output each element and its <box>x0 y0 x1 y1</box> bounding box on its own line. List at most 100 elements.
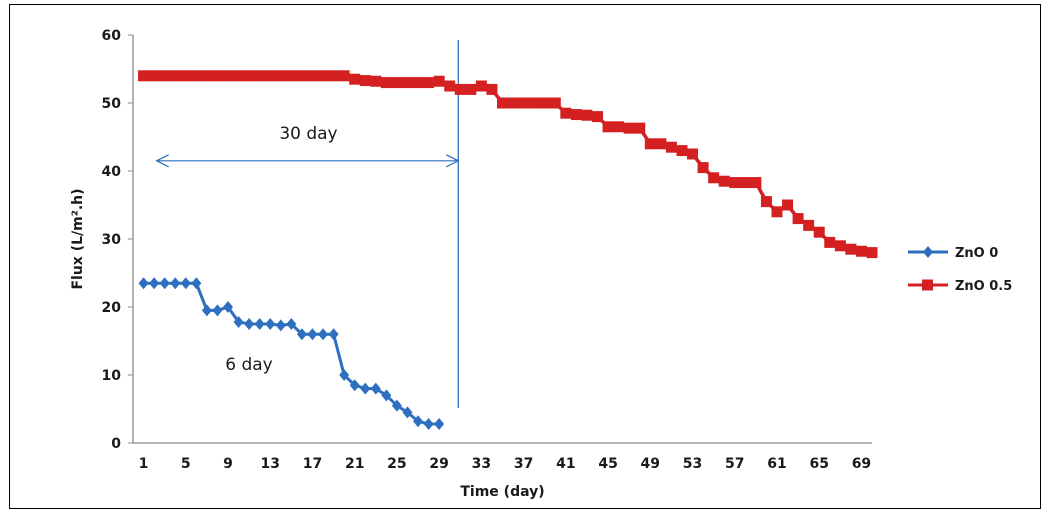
data-point <box>413 415 424 428</box>
x-tick-label: 69 <box>852 456 871 472</box>
data-point <box>771 206 783 218</box>
data-point <box>170 277 181 290</box>
arrow-head-right <box>446 154 460 168</box>
x-tick-label: 41 <box>556 456 575 472</box>
data-point <box>760 196 772 208</box>
legend-marker <box>922 279 933 291</box>
data-point <box>306 70 318 82</box>
data-point <box>792 213 804 225</box>
data-point <box>254 318 265 330</box>
data-point <box>634 122 646 134</box>
x-tick-label: 21 <box>345 456 364 472</box>
data-point <box>318 328 329 341</box>
data-point <box>159 70 171 82</box>
x-tick-label: 45 <box>598 456 617 472</box>
data-point <box>665 141 677 153</box>
y-axis-label: Flux (L/m².h) <box>70 188 86 289</box>
data-point <box>602 121 614 133</box>
data-point <box>243 70 255 82</box>
data-point <box>349 73 361 85</box>
annotation-30-day: 30 day <box>279 124 337 144</box>
data-point <box>434 417 445 430</box>
legend-label: ZnO 0 <box>955 246 998 261</box>
data-point <box>402 406 413 419</box>
data-point <box>560 107 572 119</box>
data-point <box>285 70 297 82</box>
axes <box>132 35 872 444</box>
x-tick-label: 65 <box>809 456 828 472</box>
data-point <box>655 138 667 150</box>
y-tick-label: 30 <box>102 232 122 248</box>
data-point <box>729 177 741 189</box>
data-point <box>138 277 149 290</box>
tick-labels: 0 10 20 30 40 50 60 1 5 9 13 17 21 25 29 33 37 41 45 49 53 57… <box>102 28 872 472</box>
data-point <box>845 243 857 255</box>
x-tick-label: 1 <box>139 456 149 472</box>
annotation-6-day: 6 day <box>225 355 273 375</box>
data-point <box>201 70 213 82</box>
data-point <box>296 328 307 341</box>
data-point <box>201 304 212 317</box>
data-point <box>359 75 371 87</box>
data-point <box>465 83 477 95</box>
data-point <box>444 80 456 92</box>
data-point <box>644 138 656 150</box>
data-point <box>244 318 255 330</box>
data-point <box>159 277 170 290</box>
data-point <box>265 318 276 330</box>
x-tick-label: 13 <box>261 456 280 472</box>
data-point <box>528 97 540 109</box>
data-point <box>370 75 382 87</box>
data-point <box>264 70 276 82</box>
data-point <box>834 240 846 252</box>
annotations: 30 day 6 day <box>155 40 460 408</box>
data-point <box>212 304 223 317</box>
data-point <box>254 70 266 82</box>
series-layer <box>138 70 878 430</box>
x-tick-label: 29 <box>429 456 448 472</box>
data-point <box>191 277 202 290</box>
data-point <box>286 318 297 330</box>
data-point <box>866 247 878 259</box>
data-point <box>275 319 286 332</box>
x-tick-label: 5 <box>181 456 191 472</box>
data-point <box>486 83 498 95</box>
data-point <box>518 97 530 109</box>
x-tick-label: 57 <box>725 456 744 472</box>
data-point <box>423 77 435 89</box>
data-point <box>296 70 308 82</box>
data-point <box>149 277 160 290</box>
data-point <box>180 70 192 82</box>
data-point <box>623 122 635 134</box>
data-point <box>211 70 223 82</box>
data-point <box>380 77 392 89</box>
data-point <box>401 77 413 89</box>
legend-marker <box>923 246 933 258</box>
data-point <box>307 328 318 341</box>
data-point <box>138 70 150 82</box>
arrow-head-left <box>155 154 169 168</box>
data-point <box>592 111 604 123</box>
y-tick-label: 0 <box>111 436 121 452</box>
x-axis-label: Time (day) <box>460 484 544 500</box>
data-point <box>222 70 234 82</box>
data-point <box>454 83 466 95</box>
data-point <box>581 109 593 121</box>
data-point <box>570 109 582 121</box>
data-point <box>328 328 339 341</box>
data-point <box>613 121 625 133</box>
data-point <box>349 379 360 392</box>
data-point <box>708 172 720 184</box>
data-point <box>223 301 234 313</box>
x-tick-label: 25 <box>387 456 406 472</box>
x-tick-label: 53 <box>683 456 702 472</box>
data-point <box>275 70 287 82</box>
data-point <box>497 97 508 109</box>
series-zno-0-5 <box>138 70 878 259</box>
data-point <box>824 236 836 248</box>
y-tick-label: 10 <box>102 368 122 384</box>
data-point <box>813 226 825 238</box>
data-point <box>370 382 381 395</box>
data-point <box>475 80 487 92</box>
